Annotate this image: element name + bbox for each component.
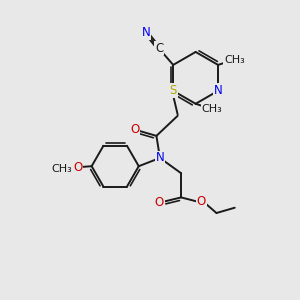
Text: C: C (155, 42, 163, 55)
Text: O: O (73, 161, 82, 174)
Text: N: N (156, 152, 164, 164)
Text: CH₃: CH₃ (52, 164, 73, 173)
Text: CH₃: CH₃ (202, 104, 222, 114)
Text: CH₃: CH₃ (224, 55, 244, 64)
Text: N: N (142, 26, 151, 39)
Text: N: N (214, 84, 223, 97)
Text: O: O (155, 196, 164, 209)
Text: O: O (196, 195, 206, 208)
Text: O: O (130, 123, 139, 136)
Text: S: S (169, 84, 177, 97)
